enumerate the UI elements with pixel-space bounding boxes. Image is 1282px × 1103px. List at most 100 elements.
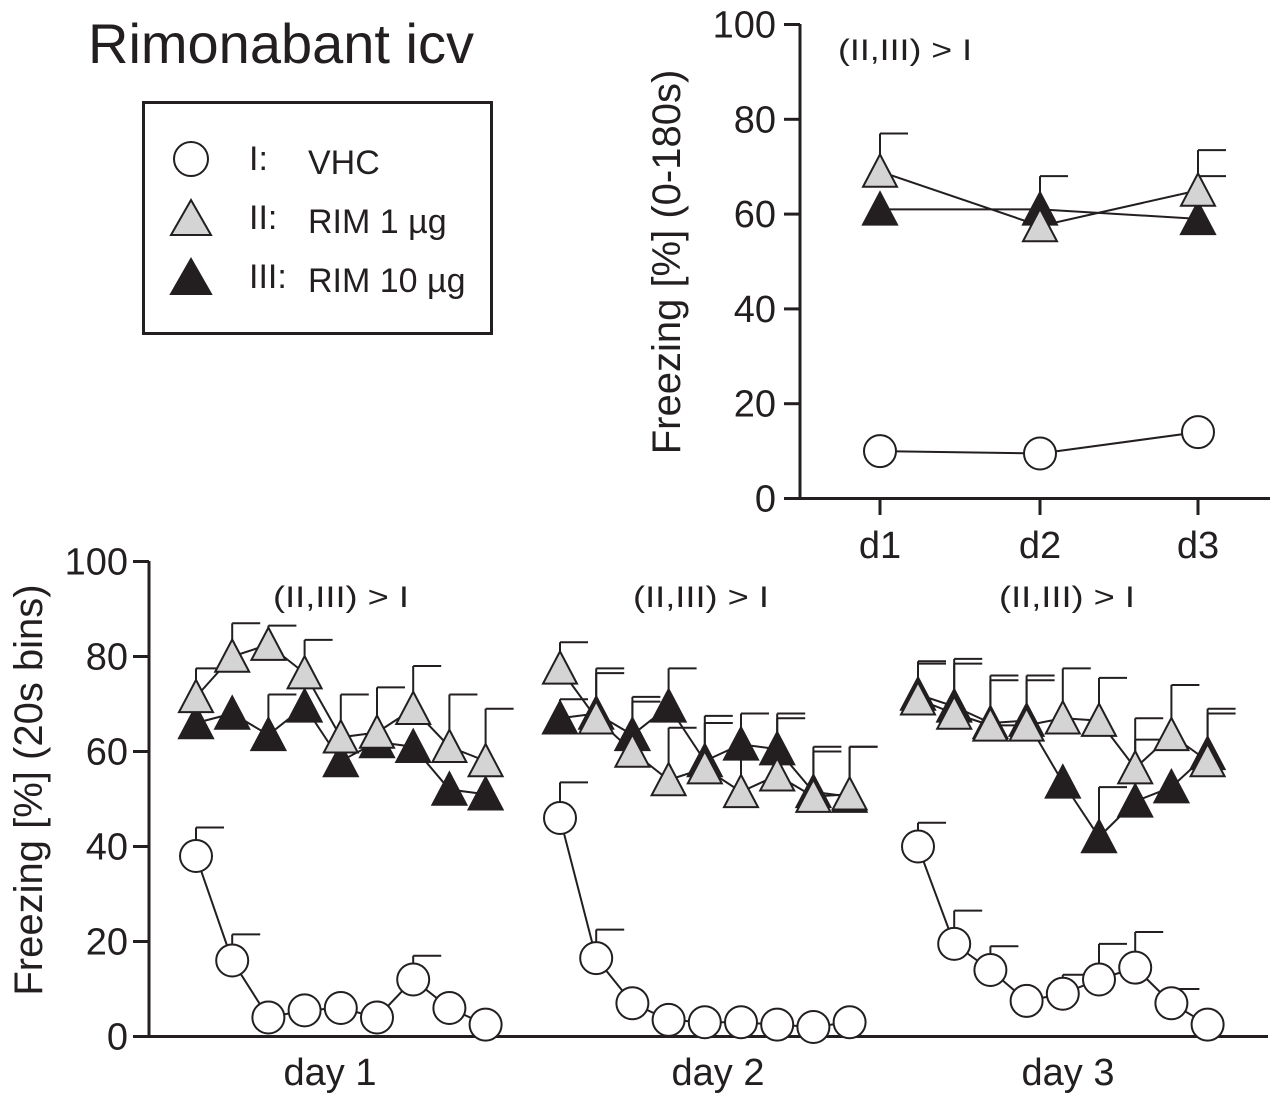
legend-item-rim-1: II: RIM 1 µg	[145, 196, 490, 241]
legend-group: I:	[249, 140, 268, 178]
day2-circle-point	[687, 1005, 722, 1040]
day2-triangle-grey-point	[541, 649, 579, 685]
day1-circle-point	[396, 962, 431, 997]
summary-annotation: (II,III) > I	[838, 34, 972, 67]
timecourse-y-tick-label: 60	[86, 732, 128, 774]
day3-triangle-black-series	[899, 657, 1236, 854]
day1-circle-point	[360, 1000, 394, 1035]
day1-circle-point	[251, 1000, 286, 1035]
day1-triangle-grey-series	[177, 622, 514, 778]
day3-circle-point	[937, 926, 972, 961]
summary-triangle-grey-point	[1179, 171, 1217, 207]
day2-triangle-grey-point	[830, 775, 869, 811]
day2-circle-point	[832, 1005, 867, 1040]
day2-circle-series	[543, 781, 867, 1044]
day1-circle-point	[323, 991, 358, 1025]
timecourse-y-tick-label: 40	[86, 827, 128, 869]
summary-y-tick-label: 80	[734, 99, 776, 141]
day1-triangle-grey-point	[249, 625, 288, 661]
day3-triangle-black-point	[1116, 782, 1154, 818]
day2-circle-point	[615, 986, 650, 1021]
day-2-label: day 2	[672, 1052, 765, 1094]
day1-triangle-grey-point	[358, 713, 396, 749]
day-3-annotation: (II,III) > I	[999, 581, 1135, 614]
legend-group: II:	[249, 199, 278, 237]
day1-triangle-black-point	[430, 770, 469, 806]
day1-circle-point	[468, 1007, 503, 1042]
day2-triangle-grey-point	[613, 732, 652, 768]
day3-circle-point	[1009, 983, 1044, 1018]
day3-triangle-black-point	[1044, 763, 1082, 799]
timecourse-chart: 0 20 40 60 80 100 Freezing [%] (20s bins) day…	[7, 542, 1268, 1094]
day-3-label: day 3	[1022, 1052, 1115, 1094]
day2-circle-point	[760, 1007, 795, 1042]
day1-triangle-grey-point	[177, 677, 215, 714]
summary-y-tick-label: 20	[734, 384, 776, 426]
summary-chart: 0 20 40 60 80 100 d1 d2 d3 Freezing [%] (0-180s…	[645, 5, 1270, 567]
legend-label: RIM 1 µg	[308, 203, 447, 241]
day1-triangle-grey-point	[322, 718, 360, 754]
day2-circle-point	[543, 801, 577, 835]
day3-triangle-black-point	[1152, 767, 1191, 804]
day3-circle-point	[1045, 976, 1080, 1011]
day3-triangle-grey-point	[899, 680, 937, 716]
day3-triangle-grey-series	[899, 662, 1236, 785]
summary-y-tick-label: 0	[755, 479, 776, 521]
timecourse-y-axis-label: Freezing [%] (20s bins)	[7, 584, 51, 995]
legend-label: VHC	[308, 144, 380, 182]
legend-label: RIM 10 µg	[308, 262, 466, 300]
day3-triangle-grey-point	[1188, 741, 1227, 778]
day3-circle-point	[1190, 1007, 1225, 1042]
grey-triangle-marker-icon	[169, 197, 213, 236]
day1-circle-point	[287, 993, 322, 1028]
day1-triangle-black-point	[213, 694, 251, 730]
summary-triangle-grey-series	[861, 132, 1226, 243]
day2-triangle-black-point	[541, 699, 579, 735]
timecourse-y-tick-label: 0	[107, 1017, 128, 1059]
timecourse-y-tick-label: 80	[86, 637, 128, 679]
day1-triangle-black-point	[285, 687, 324, 723]
legend: I: VHC II: RIM 1 µg III: RIM 10 µg	[142, 101, 493, 335]
day1-triangle-black-point	[249, 715, 288, 752]
summary-circle-point	[1023, 436, 1057, 471]
legend-item-rim-10: III: RIM 10 µg	[145, 255, 490, 300]
day2-circle-line	[559, 817, 850, 1029]
day3-circle-point	[901, 829, 935, 864]
day3-circle-point	[1082, 962, 1116, 997]
day-3-group	[899, 657, 1236, 1042]
summary-triangle-grey-point	[1021, 206, 1059, 243]
day3-triangle-grey-point	[1007, 706, 1046, 742]
timecourse-y-tick-label: 20	[86, 922, 128, 964]
day2-triangle-grey-point	[758, 756, 796, 792]
figure-title: Rimonabant icv	[88, 12, 474, 75]
day3-circle-point	[1118, 950, 1153, 985]
day2-circle-point	[651, 1002, 686, 1037]
black-triangle-marker-icon	[169, 256, 213, 295]
day-1-group	[177, 622, 514, 1042]
summary-circle-point	[863, 434, 897, 469]
legend-item-vhc: I: VHC	[145, 137, 490, 182]
day1-circle-series	[179, 826, 503, 1042]
summary-x-tick-label: d2	[1019, 525, 1061, 567]
day2-circle-point	[579, 941, 614, 976]
day-1-label: day 1	[284, 1052, 377, 1094]
day3-triangle-grey-point	[971, 706, 1010, 742]
summary-circle-point	[1181, 415, 1215, 450]
day3-circle-point	[1154, 986, 1189, 1021]
summary-circle-series	[863, 415, 1215, 471]
summary-triangle-black-point	[861, 190, 899, 226]
summary-triangle-grey-point	[861, 152, 899, 188]
day1-triangle-black-point	[177, 703, 215, 740]
day-2-group	[541, 641, 878, 1044]
day3-triangle-grey-point	[935, 694, 973, 730]
day1-circle-point	[215, 943, 250, 978]
day3-triangle-grey-point	[1044, 699, 1082, 735]
day1-triangle-black-point	[394, 727, 432, 764]
day3-circle-point	[973, 953, 1008, 987]
day3-triangle-grey-point	[1080, 701, 1118, 737]
day2-triangle-grey-point	[577, 699, 615, 735]
day2-triangle-black-point	[649, 687, 688, 723]
day1-triangle-grey-point	[285, 653, 324, 690]
circle-marker-icon	[173, 141, 209, 177]
